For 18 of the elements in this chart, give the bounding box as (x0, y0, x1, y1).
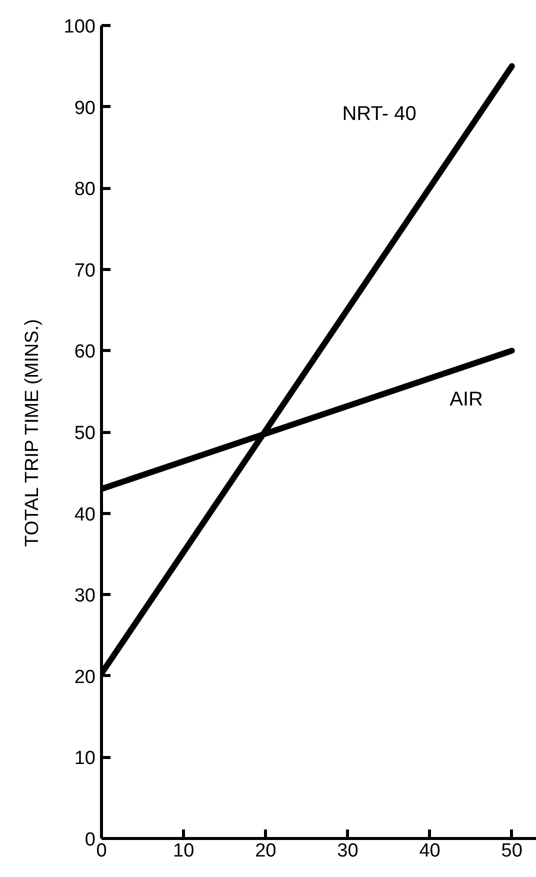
x-tick-label: 30 (337, 840, 358, 862)
y-tick-label: 70 (74, 260, 96, 282)
y-tick-label: 100 (64, 16, 96, 38)
y-tick-label: 50 (74, 423, 96, 444)
y-tick-label: 90 (74, 98, 96, 119)
x-tick-label: 40 (419, 840, 440, 862)
y-tick-label: 30 (74, 586, 96, 607)
text: NRT- 40 (342, 102, 416, 125)
y-tick-label: 20 (74, 666, 96, 688)
series-label: AIR (450, 388, 483, 410)
y-tick-label: 40 (74, 504, 96, 526)
x-tick-label: 10 (173, 840, 194, 862)
y-axis-title: TOTAL TRIP TIME (MINS.) (22, 319, 43, 547)
y-tick-label: 60 (74, 342, 96, 363)
y-tick-label: 80 (74, 179, 96, 200)
x-tick-label: 50 (501, 840, 522, 862)
x-tick-label: 20 (255, 840, 276, 862)
y-tick-label: 10 (74, 748, 96, 770)
